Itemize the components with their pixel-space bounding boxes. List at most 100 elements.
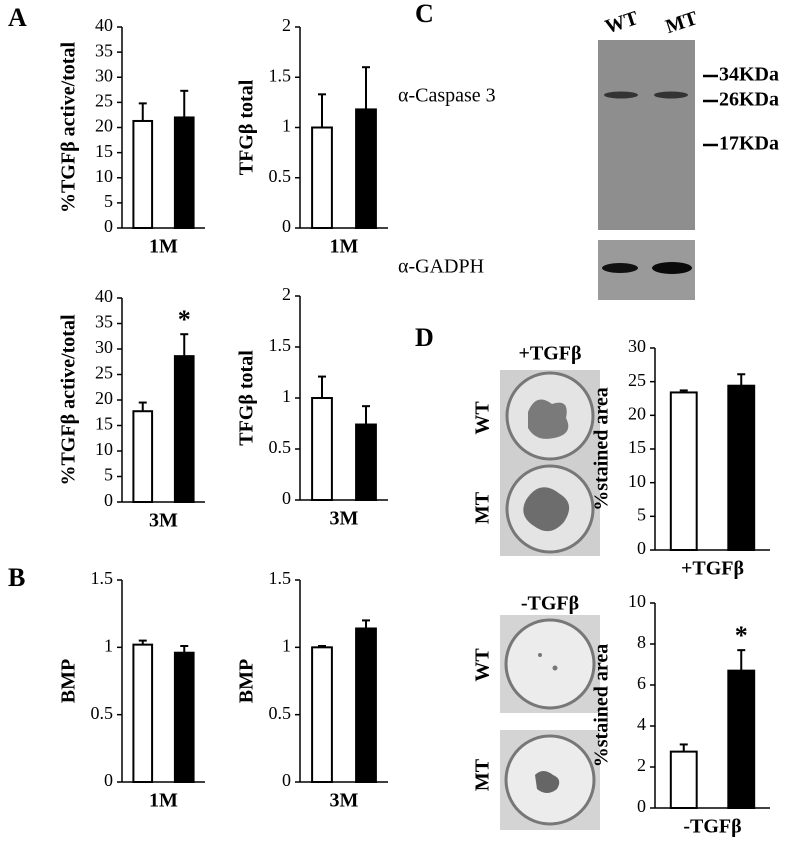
y-tick-label: 5 (637, 504, 646, 524)
y-tick-label: 0 (282, 216, 291, 236)
x-axis-label: 3M (149, 510, 178, 532)
bar (355, 627, 377, 783)
y-tick-label: 10 (95, 439, 113, 459)
y-tick-label: 0 (637, 796, 646, 816)
y-axis-label: BMP (58, 659, 80, 703)
bar (132, 119, 154, 229)
y-axis-label: %stained area (591, 644, 613, 768)
y-tick-label: 35 (95, 40, 113, 60)
y-tick-label: 1.5 (269, 335, 292, 355)
y-tick-label: 1.5 (269, 65, 292, 85)
plate-title: -TGFβ (521, 593, 579, 615)
y-tick-label: 0 (282, 488, 291, 508)
y-tick-label: 25 (95, 91, 113, 111)
y-axis-label: %TGFβ active/total (58, 314, 80, 485)
bar (727, 384, 756, 551)
y-tick-label: 10 (628, 471, 646, 491)
x-axis-label: 3M (330, 508, 359, 530)
y-tick-label: 0 (282, 770, 291, 790)
y-tick-label: 2 (282, 15, 291, 35)
blot: WT MT α-Caspase 3 α-GADPH 34KDa 26KDa 17… (398, 7, 779, 300)
y-tick-label: 15 (628, 437, 646, 457)
lane-label: WT (602, 7, 641, 38)
blot-membrane (598, 40, 695, 230)
bar (311, 126, 333, 229)
y-tick-label: 0.5 (269, 166, 292, 186)
y-tick-label: 0.5 (269, 437, 292, 457)
marker-label: 34KDa (719, 64, 779, 86)
y-tick-label: 30 (628, 336, 646, 356)
y-tick-label: 35 (95, 312, 113, 332)
y-tick-label: 8 (637, 632, 646, 652)
y-tick-label: 30 (95, 65, 113, 85)
bar (355, 108, 377, 229)
y-tick-label: 40 (95, 15, 113, 35)
y-tick-label: 1 (104, 635, 113, 655)
panel-label: A (8, 3, 27, 32)
stain (528, 399, 569, 439)
y-tick-label: 20 (95, 388, 113, 408)
y-tick-label: 30 (95, 337, 113, 357)
y-tick-label: 5 (104, 465, 113, 485)
stain (552, 665, 558, 671)
y-tick-label: 20 (628, 403, 646, 423)
y-axis-label: %TGFβ active/total (58, 42, 80, 213)
x-axis-label: 1M (149, 236, 178, 258)
band (654, 91, 688, 99)
bar (173, 355, 195, 504)
well (504, 618, 596, 710)
x-axis-label: 1M (149, 790, 178, 812)
panel-label: B (8, 563, 25, 592)
y-tick-label: 1.5 (91, 568, 114, 588)
band (602, 263, 638, 273)
bar (132, 410, 154, 503)
y-axis-label: %stained area (591, 387, 613, 511)
bar (173, 651, 195, 783)
y-axis-label: TFGβ total (236, 350, 258, 446)
x-axis-label: 3M (330, 790, 359, 812)
marker-label: 17KDa (719, 133, 779, 155)
y-tick-label: 0 (104, 490, 113, 510)
plate-row-label: WT (472, 648, 494, 682)
y-tick-label: 2 (637, 755, 646, 775)
x-axis-label: 1M (330, 236, 359, 258)
y-tick-label: 1 (282, 116, 291, 136)
blot-row-label: α-GADPH (398, 256, 484, 278)
y-tick-label: 25 (95, 363, 113, 383)
band (604, 91, 638, 99)
plate-title: +TGFβ (518, 343, 581, 365)
y-tick-label: 20 (95, 116, 113, 136)
y-tick-label: 10 (95, 166, 113, 186)
bar (355, 423, 377, 501)
y-tick-label: 5 (104, 191, 113, 211)
y-axis-label: BMP (236, 659, 258, 703)
band (652, 262, 692, 274)
panel-label: D (415, 323, 434, 352)
y-tick-label: 1 (282, 635, 291, 655)
bar (132, 643, 154, 784)
lane-label: MT (663, 7, 701, 38)
y-tick-label: 40 (95, 286, 113, 306)
y-tick-label: 6 (637, 673, 646, 693)
y-tick-label: 1 (282, 386, 291, 406)
stain (538, 653, 542, 657)
bar (669, 750, 698, 809)
x-axis-label: +TGFβ (681, 558, 744, 580)
blot-row-label: α-Caspase 3 (398, 85, 496, 107)
plate-row-label: MT (472, 491, 494, 524)
stain (523, 487, 570, 532)
x-axis-label: -TGFβ (683, 816, 741, 838)
y-tick-label: 0 (104, 770, 113, 790)
bar (311, 646, 333, 783)
y-tick-label: 1.5 (269, 568, 292, 588)
bar (173, 116, 195, 229)
y-tick-label: 0 (637, 538, 646, 558)
y-tick-label: 2 (282, 284, 291, 304)
y-tick-label: 0.5 (91, 703, 114, 723)
bar (669, 391, 698, 551)
y-tick-label: 15 (95, 141, 113, 161)
plate-row-label: WT (472, 401, 494, 435)
stain (535, 771, 560, 793)
plate-row-label: MT (472, 758, 494, 791)
